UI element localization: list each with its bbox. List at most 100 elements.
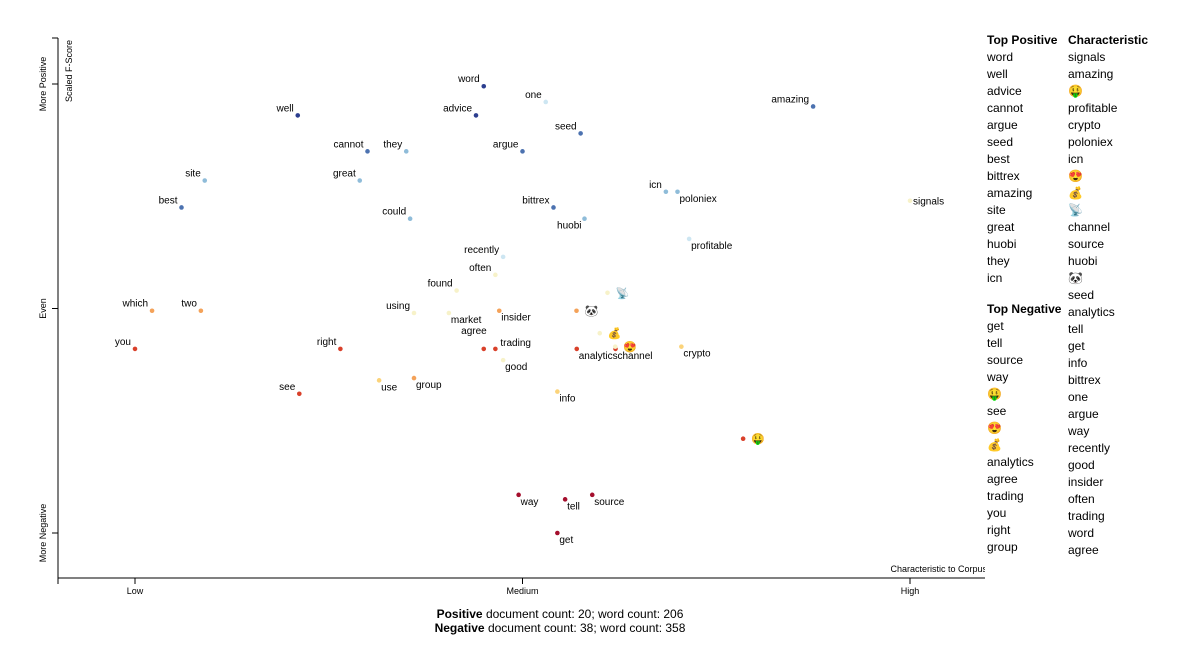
characteristic-item[interactable]: signals <box>1068 50 1106 64</box>
characteristic-item[interactable]: poloniex <box>1068 135 1113 149</box>
top-positive-item[interactable]: best <box>987 152 1010 166</box>
point-cannot[interactable] <box>365 149 370 154</box>
top-negative-item[interactable]: source <box>987 353 1024 367</box>
point-profitable[interactable] <box>686 236 692 242</box>
point-one[interactable] <box>543 99 549 105</box>
characteristic-item[interactable]: amazing <box>1068 67 1114 81</box>
top-positive-item[interactable]: word <box>987 50 1014 64</box>
point-tell[interactable] <box>562 497 568 502</box>
characteristic-item[interactable]: profitable <box>1068 101 1118 115</box>
point-trading[interactable] <box>493 346 498 352</box>
characteristic-item[interactable]: bittrex <box>1068 373 1101 387</box>
top-positive-item[interactable]: site <box>987 203 1006 217</box>
top-negative-item[interactable]: tell <box>987 336 1003 350</box>
point-advice[interactable] <box>473 113 479 118</box>
emoji-point-dot[interactable] <box>605 290 610 296</box>
point-seed[interactable] <box>578 131 583 136</box>
point-site[interactable] <box>202 178 208 183</box>
characteristic-item[interactable]: 💰 <box>1068 186 1083 200</box>
point-word[interactable] <box>481 83 487 89</box>
point-analytics[interactable] <box>574 346 580 352</box>
point-signals[interactable] <box>907 198 913 204</box>
top-positive-item[interactable]: well <box>987 67 1008 81</box>
characteristic-item[interactable]: insider <box>1068 475 1104 489</box>
point-well[interactable] <box>295 113 301 118</box>
point-often[interactable] <box>493 272 498 278</box>
characteristic-item[interactable]: analytics <box>1068 305 1115 319</box>
characteristic-item[interactable]: seed <box>1068 288 1095 302</box>
point-source[interactable] <box>589 492 595 498</box>
point-using[interactable] <box>411 310 417 316</box>
characteristic-item[interactable]: 😍 <box>1068 169 1083 183</box>
characteristic-item[interactable]: argue <box>1068 407 1099 421</box>
point-icn[interactable] <box>663 189 669 195</box>
point-see[interactable] <box>297 391 302 397</box>
point-argue[interactable] <box>520 149 525 154</box>
point-they[interactable] <box>403 149 409 154</box>
top-positive-item[interactable]: they <box>987 254 1010 268</box>
characteristic-item[interactable]: source <box>1068 237 1105 251</box>
characteristic-item[interactable]: 🤑 <box>1068 84 1083 98</box>
characteristic-item[interactable]: good <box>1068 458 1095 472</box>
characteristic-item[interactable]: one <box>1068 390 1089 404</box>
characteristic-item[interactable]: tell <box>1068 322 1084 336</box>
characteristic-item[interactable]: agree <box>1068 543 1099 557</box>
emoji-point-dot[interactable] <box>574 308 579 314</box>
characteristic-item[interactable]: trading <box>1068 509 1105 523</box>
point-use[interactable] <box>376 378 382 383</box>
top-positive-item[interactable]: icn <box>987 271 1003 285</box>
point-found[interactable] <box>454 288 459 293</box>
point-group[interactable] <box>411 375 417 381</box>
top-negative-item[interactable]: way <box>987 370 1009 384</box>
characteristic-item[interactable]: huobi <box>1068 254 1098 268</box>
point-agree[interactable] <box>481 346 487 352</box>
emoji-point-dot[interactable] <box>740 436 746 442</box>
point-insider[interactable] <box>496 308 502 314</box>
characteristic-item[interactable]: get <box>1068 339 1085 353</box>
characteristic-item[interactable]: 📡 <box>1068 203 1083 217</box>
top-negative-item[interactable]: 😍 <box>987 421 1002 435</box>
top-positive-item[interactable]: cannot <box>987 101 1024 115</box>
top-positive-item[interactable]: bittrex <box>987 169 1020 183</box>
top-negative-item[interactable]: trading <box>987 489 1024 503</box>
top-negative-item[interactable]: analytics <box>987 455 1034 469</box>
characteristic-item[interactable]: way <box>1068 424 1090 438</box>
point-amazing[interactable] <box>810 104 816 109</box>
characteristic-item[interactable]: icn <box>1068 152 1084 166</box>
characteristic-item[interactable]: channel <box>1068 220 1111 234</box>
top-negative-item[interactable]: agree <box>987 472 1018 486</box>
top-positive-item[interactable]: huobi <box>987 237 1017 251</box>
point-huobi[interactable] <box>582 216 587 221</box>
emoji-point-dot[interactable] <box>597 330 603 336</box>
characteristic-item[interactable]: crypto <box>1068 118 1101 132</box>
top-positive-item[interactable]: amazing <box>987 186 1033 200</box>
point-two[interactable] <box>198 308 204 314</box>
characteristic-item[interactable]: 🐼 <box>1068 271 1083 285</box>
emoji-point-dot[interactable] <box>612 344 618 349</box>
top-positive-item[interactable]: great <box>987 220 1015 234</box>
point-good[interactable] <box>500 357 506 363</box>
point-recently[interactable] <box>500 254 506 260</box>
point-get[interactable] <box>555 530 560 536</box>
top-negative-item[interactable]: 🤑 <box>987 387 1002 401</box>
point-best[interactable] <box>179 205 184 210</box>
characteristic-item[interactable]: often <box>1068 492 1095 506</box>
top-negative-item[interactable]: you <box>987 506 1007 520</box>
characteristic-item[interactable]: word <box>1068 526 1095 540</box>
point-right[interactable] <box>338 346 343 352</box>
point-way[interactable] <box>516 492 521 498</box>
top-negative-item[interactable]: see <box>987 404 1007 418</box>
characteristic-item[interactable]: info <box>1068 356 1088 370</box>
point-crypto[interactable] <box>679 344 684 349</box>
top-negative-item[interactable]: right <box>987 523 1011 537</box>
top-negative-item[interactable]: group <box>987 540 1018 554</box>
top-positive-item[interactable]: advice <box>987 84 1022 98</box>
point-which[interactable] <box>149 308 155 314</box>
point-bittrex[interactable] <box>551 205 556 210</box>
point-market[interactable] <box>446 310 452 316</box>
characteristic-item[interactable]: recently <box>1068 441 1111 455</box>
top-negative-item[interactable]: get <box>987 319 1004 333</box>
top-positive-item[interactable]: seed <box>987 135 1014 149</box>
point-info[interactable] <box>555 389 560 394</box>
point-poloniex[interactable] <box>675 189 680 195</box>
